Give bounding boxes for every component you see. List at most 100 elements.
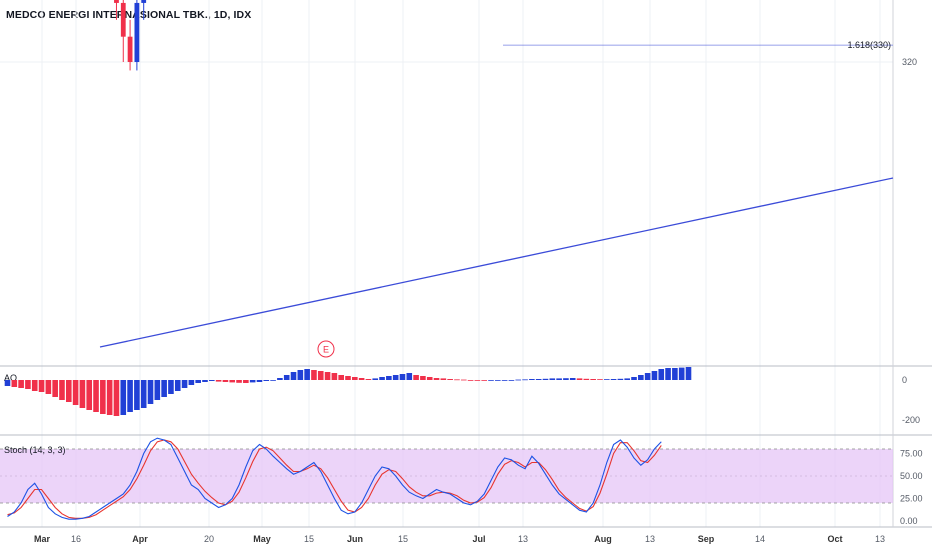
price-tick-label: 320 — [902, 57, 917, 67]
ao-bar — [263, 380, 270, 381]
candle — [120, 0, 126, 62]
ao-bar — [495, 380, 501, 381]
ao-bar — [215, 380, 222, 382]
event-circle — [317, 340, 335, 358]
stoch-d-line — [7, 439, 662, 519]
ao-bar — [113, 380, 120, 416]
ao-bar — [365, 379, 372, 380]
ao-bar — [134, 380, 140, 410]
x-tick-label: Mar — [34, 534, 51, 544]
stoch-tick-label: 75.00 — [900, 449, 923, 459]
ao-bar — [413, 375, 419, 380]
ao-bar — [508, 380, 515, 381]
candle — [114, 0, 119, 20]
trend-lines[interactable] — [0, 0, 894, 348]
x-tick-label: 20 — [204, 534, 214, 544]
ao-bar — [420, 376, 426, 380]
ao-bar — [576, 378, 583, 380]
ao-bar — [324, 372, 331, 380]
ao-bar — [603, 379, 610, 380]
ao-bar — [345, 376, 351, 380]
ao-bar — [631, 377, 637, 380]
ao-bar — [270, 380, 276, 381]
ao-bar — [501, 380, 508, 381]
stoch-k-line — [7, 437, 662, 520]
ao-bar — [406, 373, 413, 380]
ao-bar — [236, 380, 242, 383]
ao-bar — [535, 379, 542, 380]
ao-bar — [522, 379, 528, 381]
ao-bar — [549, 378, 556, 380]
ao-bar — [392, 375, 399, 380]
ao-bar — [638, 375, 644, 380]
ao-bar — [331, 373, 338, 380]
ao-bar — [249, 380, 256, 383]
x-tick-label: Aug — [594, 534, 612, 544]
x-tick-label: 13 — [875, 534, 885, 544]
ao-tick-label: -200 — [902, 415, 920, 425]
candle-body — [134, 2, 140, 62]
x-tick-label: May — [253, 534, 271, 544]
ao-histogram: AO — [4, 367, 692, 416]
ao-bar — [65, 380, 72, 402]
ao-bar — [352, 377, 358, 380]
ao-bar — [590, 379, 596, 380]
x-tick-label: 13 — [518, 534, 528, 544]
ao-bar — [624, 378, 631, 380]
ao-bar — [86, 380, 93, 410]
ao-bar — [168, 380, 174, 394]
earnings-event-marker: E — [317, 340, 335, 358]
x-tick-label: 14 — [755, 534, 765, 544]
ao-bar — [454, 379, 460, 381]
ao-bar — [665, 368, 671, 380]
ao-bar — [447, 379, 453, 380]
ao-bar — [38, 380, 45, 392]
ao-bar — [481, 380, 487, 381]
ao-bar — [174, 380, 181, 391]
x-tick-label: 15 — [398, 534, 408, 544]
ao-bar — [93, 380, 99, 412]
stoch-label: Stoch (14, 3, 3) — [4, 445, 66, 455]
ao-bar — [106, 380, 113, 415]
ao-bar — [358, 378, 365, 380]
candle — [127, 19, 133, 71]
ao-bar — [243, 380, 249, 383]
chart-title: MEDCO ENERGI INTERNASIONAL TBK., 1D, IDX — [6, 9, 252, 21]
x-tick-label: Jun — [347, 534, 363, 544]
fib-level-label: 1.618(330) — [847, 40, 891, 50]
ao-bar — [4, 380, 11, 386]
ao-bar — [678, 367, 685, 380]
ao-bar — [297, 370, 304, 380]
ao-bar — [31, 380, 38, 391]
ao-bar — [72, 380, 79, 405]
ao-bar — [399, 374, 406, 380]
stoch-tick-label: 0.00 — [900, 516, 918, 526]
ao-bar — [209, 380, 215, 381]
fib-retracement[interactable]: 0(590)0.382(530)0.5(510)0.618(490)0.786(… — [503, 0, 893, 50]
support-trendline — [99, 177, 894, 348]
ao-bar — [100, 380, 106, 414]
ao-bar — [283, 375, 290, 380]
candle-body — [120, 2, 126, 37]
ao-bar — [11, 380, 18, 387]
candle — [141, 0, 147, 20]
ao-bar — [563, 378, 569, 380]
ao-bar — [222, 380, 229, 382]
ao-bar — [161, 380, 167, 397]
ao-bar — [25, 380, 31, 389]
ao-bar — [154, 380, 161, 400]
ao-bar — [311, 370, 317, 380]
ao-bar — [488, 380, 494, 381]
x-tick-label: 13 — [645, 534, 655, 544]
ao-bar — [386, 376, 392, 380]
ao-bar — [426, 377, 433, 380]
ao-bar — [474, 380, 481, 381]
ao-bar — [597, 379, 603, 380]
ao-bar — [45, 380, 52, 394]
ao-bar — [140, 380, 147, 408]
ao-bar — [529, 379, 535, 380]
ao-bar — [644, 373, 651, 380]
candlestick-series[interactable]: E — [5, 0, 718, 358]
ao-bar — [147, 380, 154, 404]
